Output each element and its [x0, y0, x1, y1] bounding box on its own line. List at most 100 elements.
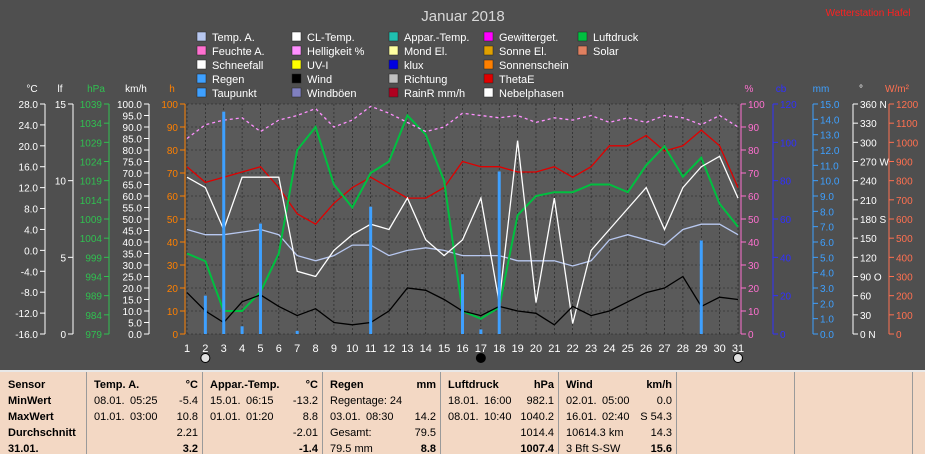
- x-tick-label: 28: [677, 343, 689, 355]
- x-tick-label: 9: [331, 343, 337, 355]
- temp-last: 3.2: [182, 443, 198, 454]
- axis-tick-label: 80: [167, 146, 179, 157]
- col-empty-1: [676, 372, 795, 454]
- axis-tick-label: 0: [748, 330, 754, 341]
- axis-tick-label: 90: [167, 123, 179, 134]
- regen-last-text: 79.5 mm: [330, 443, 373, 454]
- axis-tick-label: 70: [167, 169, 179, 180]
- regen-head: Regen: [330, 379, 364, 391]
- legend-swatch: [388, 45, 399, 56]
- axis-tick-label: 30: [167, 261, 179, 272]
- axis-tick-label: 100: [161, 100, 178, 111]
- x-tick-label: 17: [475, 343, 487, 355]
- regen-max-value: 14.2: [414, 411, 436, 423]
- stats-table: Sensor MinWert MaxWert Durchschnitt 31.0…: [0, 370, 925, 454]
- row-label-avg: Durchschnitt: [8, 427, 76, 439]
- x-tick-label: 4: [239, 343, 245, 355]
- axis-tick-label: 400: [896, 253, 913, 264]
- luft-min-value: 982.1: [526, 395, 554, 407]
- axis-tick-label: 800: [896, 177, 913, 188]
- axis-unit-left: °C: [26, 84, 37, 95]
- legend-label: Mond El.: [404, 46, 447, 58]
- appar-min-value: -13.2: [292, 395, 318, 407]
- x-tick-label: 16: [456, 343, 468, 355]
- legend-label: Taupunkt: [212, 88, 257, 100]
- rain-bar: [479, 329, 483, 334]
- legend-label: Richtung: [404, 74, 447, 86]
- legend-label: Luftdruck: [593, 32, 639, 44]
- legend-swatch: [388, 31, 399, 42]
- legend-swatch: [388, 87, 399, 98]
- x-tick-label: 6: [276, 343, 282, 355]
- axis-tick-label: 989: [85, 292, 102, 303]
- axis-tick-label: 1024: [80, 158, 103, 169]
- legend-swatch: [196, 73, 207, 84]
- axis-tick-label: 330: [860, 119, 877, 130]
- x-tick-label: 10: [346, 343, 358, 355]
- axis-unit-right: %: [745, 84, 754, 95]
- axis-tick-label: 994: [85, 273, 102, 284]
- legend-label: Gewitterget.: [499, 32, 558, 44]
- axis-tick-label: 4.0: [24, 225, 38, 236]
- axis-tick-label: 20.0: [19, 142, 39, 153]
- wind-min-value: 0.0: [656, 395, 672, 407]
- legend-swatch: [291, 87, 302, 98]
- axis-tick-label: 6.0: [820, 238, 834, 249]
- x-tick-label: 23: [585, 343, 597, 355]
- legend-label: Sonnenschein: [499, 60, 569, 72]
- axis-tick-label: 13.0: [820, 131, 840, 142]
- wind-max-date: 16.01.: [566, 411, 597, 423]
- axis-tick-label: 0 N: [860, 330, 876, 341]
- axis-tick-label: 600: [896, 215, 913, 226]
- temp-avg: 2.21: [176, 427, 198, 439]
- axis-tick-label: 979: [85, 330, 102, 341]
- appar-unit: °C: [305, 379, 318, 391]
- row-label-last: 31.01.: [8, 443, 39, 454]
- x-tick-label: 27: [658, 343, 670, 355]
- axis-tick-label: 70.0: [123, 169, 143, 180]
- series-line-temp-a: [186, 223, 739, 267]
- axis-tick-label: 1039: [80, 100, 103, 111]
- luft-last: 1007.4: [520, 443, 554, 454]
- appar-last: -1.4: [299, 443, 318, 454]
- temp-min-date: 08.01.: [94, 395, 125, 407]
- row-label-max: MaxWert: [8, 411, 54, 423]
- x-tick-label: 11: [365, 343, 376, 355]
- axis-tick-label: 75.0: [123, 158, 143, 169]
- axis-tick-label: 300: [860, 138, 877, 149]
- axis-tick-label: 60: [748, 192, 760, 203]
- x-tick-label: 25: [622, 343, 634, 355]
- axis-tick-label: 500: [896, 234, 913, 245]
- legend-swatch: [483, 73, 494, 84]
- axes: °C 28.0 24.0 20.0 16.0 12.0 8.0 4.0 0.0 -4.0 -8.0 -…: [15, 84, 918, 341]
- legend-swatch: [577, 45, 588, 56]
- axis-tick-label: 60: [860, 292, 872, 303]
- x-tick-label: 7: [294, 343, 300, 355]
- rain-bar: [369, 206, 373, 334]
- axis-tick-label: 8.0: [820, 207, 834, 218]
- station-link[interactable]: Wetterstation Hafel: [826, 8, 911, 19]
- temp-min-value: -5.4: [179, 395, 198, 407]
- axis-tick-label: 2.0: [820, 299, 834, 310]
- appar-head: Appar.-Temp.: [210, 379, 280, 391]
- axis-unit-right: W/m²: [885, 84, 910, 95]
- rain-bar: [461, 274, 464, 334]
- series-line-cl-temp: [186, 140, 739, 324]
- rain-bar: [699, 240, 703, 334]
- axis-tick-label: 10: [55, 177, 67, 188]
- axis-tick-label: 45.0: [123, 227, 143, 238]
- legend-swatch: [196, 31, 207, 42]
- axis-tick-label: 60.0: [123, 192, 143, 203]
- appar-min-date: 15.01.: [210, 395, 241, 407]
- legend-label: Solar: [593, 46, 619, 58]
- axis-tick-label: 700: [896, 196, 913, 207]
- axis-tick-label: 85.0: [123, 135, 143, 146]
- legend-label: Helligkeit %: [307, 46, 365, 58]
- legend-swatch: [291, 31, 302, 42]
- axis-tick-label: 40.0: [123, 238, 143, 249]
- axis-tick-label: 20: [780, 292, 792, 303]
- x-tick-label: 5: [257, 343, 263, 355]
- x-tick-label: 18: [493, 343, 505, 355]
- axis-tick-label: 16.0: [19, 163, 39, 174]
- axis-tick-label: 50: [748, 215, 760, 226]
